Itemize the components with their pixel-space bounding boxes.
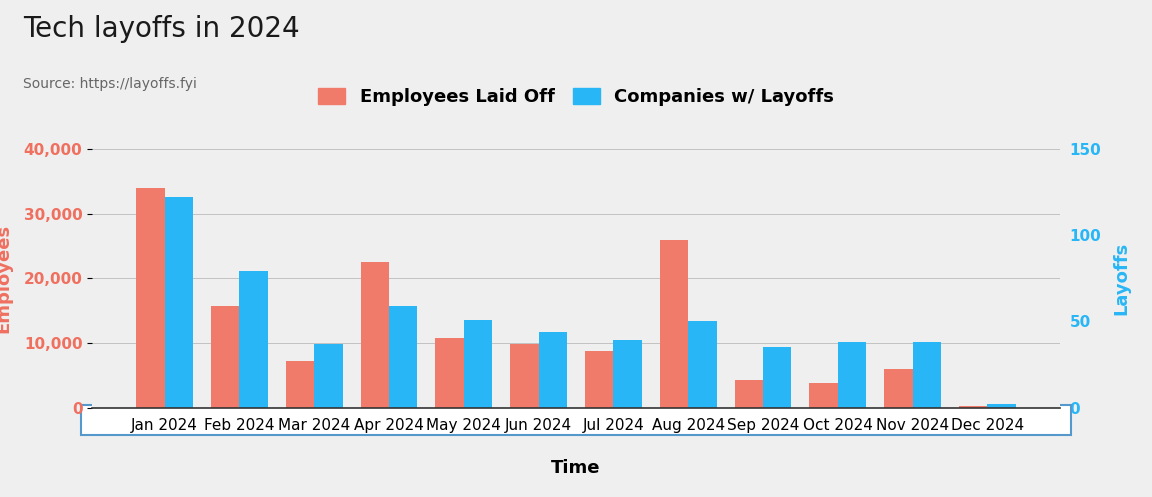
Bar <box>211 306 240 408</box>
Bar <box>286 361 314 408</box>
Bar <box>688 322 717 408</box>
Bar <box>763 347 791 408</box>
Bar <box>136 188 165 408</box>
Bar <box>810 383 838 408</box>
Bar <box>885 369 912 408</box>
Bar <box>240 271 267 408</box>
Bar <box>958 406 987 408</box>
Bar <box>464 320 492 408</box>
Y-axis label: Layoffs: Layoffs <box>1113 242 1130 315</box>
Text: Tech layoffs in 2024: Tech layoffs in 2024 <box>23 15 300 43</box>
Bar <box>314 344 342 408</box>
Bar <box>987 404 1016 408</box>
Bar <box>613 340 642 408</box>
Bar <box>585 351 613 408</box>
Bar <box>735 380 763 408</box>
Bar <box>510 344 539 408</box>
Text: Source: https://layoffs.fyi: Source: https://layoffs.fyi <box>23 77 197 91</box>
Text: Time: Time <box>552 459 600 477</box>
Bar <box>539 331 567 408</box>
Y-axis label: Employees: Employees <box>0 224 13 333</box>
Bar <box>838 342 866 408</box>
Bar <box>165 197 194 408</box>
Bar <box>361 262 389 408</box>
Bar <box>660 240 688 408</box>
Bar <box>389 306 417 408</box>
Bar <box>912 342 941 408</box>
Bar <box>435 338 464 408</box>
Legend: Employees Laid Off, Companies w/ Layoffs: Employees Laid Off, Companies w/ Layoffs <box>311 81 841 113</box>
